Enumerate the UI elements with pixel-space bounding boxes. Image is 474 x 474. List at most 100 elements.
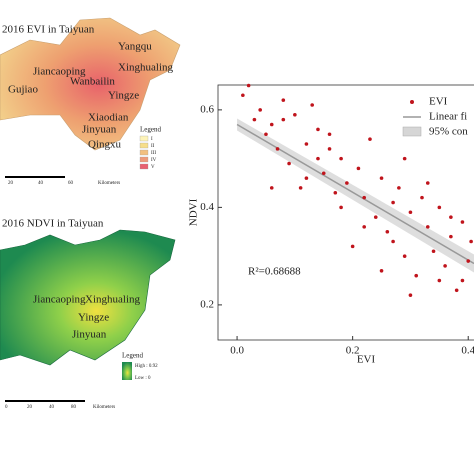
legend-label: I <box>151 137 153 142</box>
point <box>269 186 274 190</box>
point <box>469 239 473 244</box>
point <box>414 273 419 278</box>
annotation: R²=0.68688 <box>248 266 301 278</box>
point <box>391 239 395 244</box>
x-axis-label: EVI <box>357 354 376 366</box>
point <box>397 186 401 190</box>
point <box>460 278 465 283</box>
point <box>287 161 291 166</box>
point <box>425 225 430 229</box>
point <box>408 293 413 297</box>
point <box>437 205 442 210</box>
point <box>402 254 407 258</box>
place-label: Yingze <box>108 90 139 102</box>
point <box>408 210 413 215</box>
point <box>379 268 384 273</box>
y-tick-label: 0.6 <box>200 103 214 115</box>
place-label: Xiaodian <box>88 112 129 124</box>
place-label: Qingxu <box>88 139 122 151</box>
point <box>339 156 343 161</box>
point <box>385 229 390 234</box>
scale-bar <box>5 400 85 402</box>
confidence-band <box>237 118 474 273</box>
legend-swatch <box>139 149 149 156</box>
x-tick-label: 0.4 <box>461 345 474 357</box>
evi-map <box>0 17 181 151</box>
legend-ramp <box>122 362 132 380</box>
point <box>333 190 338 195</box>
legend-title: Legend <box>122 352 143 360</box>
legend-swatch <box>139 163 149 170</box>
y-axis-label: NDVI <box>188 198 200 226</box>
place-label: Jiancaoping <box>33 66 86 78</box>
point <box>345 181 349 185</box>
place-label: Xinghualing <box>85 294 140 306</box>
place-label: Wanbailin <box>70 76 115 88</box>
point <box>246 83 251 88</box>
legend-label: II <box>151 144 155 149</box>
legend-label: V <box>151 165 155 170</box>
point <box>241 93 245 98</box>
legend-label: Linear fi <box>429 111 467 123</box>
point <box>304 176 309 180</box>
point <box>293 112 297 117</box>
point <box>449 215 453 219</box>
y-tick-label: 0.4 <box>200 201 214 213</box>
map-title: 2016 EVI in Taiyuan <box>2 24 95 36</box>
point <box>449 234 453 239</box>
point <box>420 195 424 200</box>
point <box>321 171 326 176</box>
point <box>316 127 320 132</box>
point <box>269 122 274 127</box>
point <box>327 147 332 151</box>
point <box>281 117 286 122</box>
point <box>298 186 303 190</box>
point <box>304 142 309 146</box>
scale-label: 20 <box>8 181 14 186</box>
legend-marker <box>410 100 414 104</box>
legend-label: Low : 0 <box>135 376 151 381</box>
scale-label: 20 <box>27 405 33 410</box>
scale-label: Kilometers <box>93 405 115 410</box>
x-tick-label: 0.0 <box>230 345 244 357</box>
y-tick-label: 0.2 <box>200 298 214 310</box>
scale-label: 40 <box>38 181 44 186</box>
plot-frame <box>217 84 474 341</box>
legend-label: 95% con <box>429 126 468 138</box>
point <box>281 98 286 102</box>
legend-swatch <box>139 135 149 142</box>
scale-bar <box>5 176 65 178</box>
point <box>264 132 268 137</box>
scale-label: 80 <box>71 405 77 410</box>
point <box>258 108 262 112</box>
point <box>437 278 442 283</box>
fit-line <box>236 123 474 265</box>
place-label: Jiancaoping <box>33 294 86 306</box>
place-label: Yangqu <box>118 41 152 53</box>
point <box>350 244 355 249</box>
place-label: Jinyuan <box>72 329 107 341</box>
place-label: Jinyuan <box>82 124 117 136</box>
point <box>252 117 257 122</box>
point <box>362 195 367 200</box>
point <box>379 176 384 180</box>
point <box>431 249 436 254</box>
scale-label: 0 <box>5 405 8 410</box>
point <box>316 156 320 161</box>
point <box>327 132 332 137</box>
place-label: Xinghualing <box>118 62 173 74</box>
legend-swatch <box>402 126 422 137</box>
legend-title: Legend <box>140 126 161 134</box>
point <box>362 225 367 229</box>
x-tick-label: 0.2 <box>346 345 360 357</box>
scale-label: Kilometers <box>98 181 120 186</box>
point <box>356 166 361 171</box>
scale-label: 60 <box>68 181 74 186</box>
point <box>466 259 471 263</box>
point <box>443 264 447 268</box>
point <box>368 137 372 141</box>
legend-swatch <box>139 142 149 149</box>
point <box>373 215 378 219</box>
legend-label: IV <box>151 158 157 163</box>
